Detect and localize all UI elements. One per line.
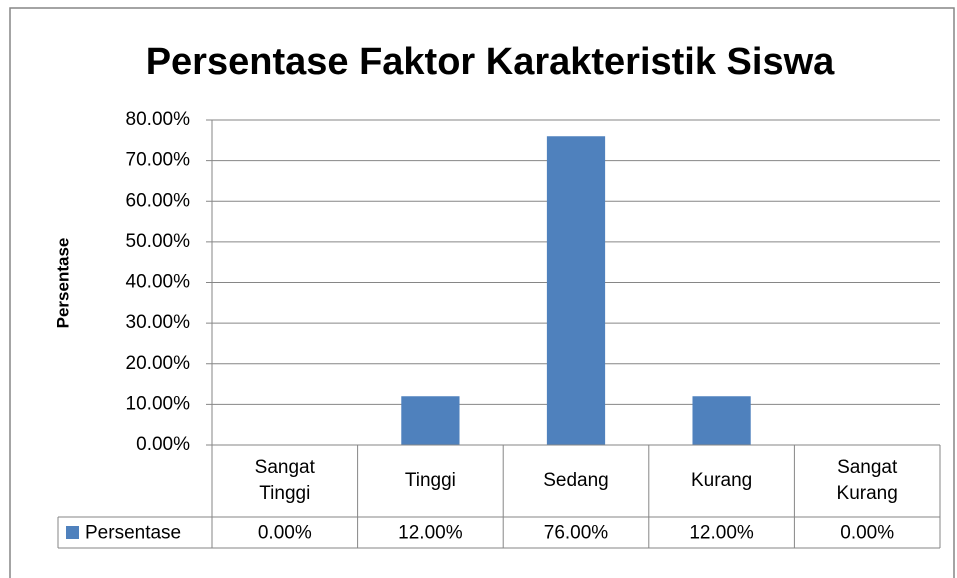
y-tick-label: 70.00% bbox=[126, 150, 191, 171]
legend-label: Persentase bbox=[85, 523, 181, 544]
x-tick-text: Sangat Tinggi bbox=[254, 457, 315, 504]
y-tick-label: 60.00% bbox=[126, 190, 191, 211]
x-tick-text: Tinggi bbox=[404, 470, 456, 491]
bar bbox=[546, 136, 606, 445]
x-tick-label: Tinggi bbox=[358, 445, 504, 517]
bar bbox=[692, 396, 751, 445]
x-tick-label: Kurang bbox=[649, 445, 795, 517]
value-label: 76.00% bbox=[544, 523, 609, 544]
value-label: 0.00% bbox=[258, 523, 312, 544]
value-label: 12.00% bbox=[398, 523, 463, 544]
x-tick-label: Sangat Tinggi bbox=[212, 445, 358, 517]
y-tick-label: 30.00% bbox=[126, 312, 191, 333]
y-tick-label: 0.00% bbox=[136, 434, 190, 455]
x-tick-label: Sedang bbox=[503, 445, 649, 517]
value-label: 0.00% bbox=[840, 523, 894, 544]
x-tick-label: Sangat Kurang bbox=[794, 445, 940, 517]
bar bbox=[401, 396, 460, 445]
y-tick-label: 50.00% bbox=[126, 231, 191, 252]
y-tick-label: 40.00% bbox=[126, 272, 191, 293]
x-tick-text: Sedang bbox=[543, 470, 609, 491]
x-tick-text: Kurang bbox=[690, 470, 753, 491]
legend-swatch bbox=[66, 526, 79, 539]
y-tick-label: 80.00% bbox=[126, 109, 191, 130]
x-tick-text: Sangat Kurang bbox=[836, 457, 898, 504]
chart-title: Persentase Faktor Karakteristik Siswa bbox=[146, 41, 835, 83]
y-tick-label: 10.00% bbox=[126, 393, 191, 414]
chart-border bbox=[9, 7, 955, 578]
y-axis-label: Persentase bbox=[53, 238, 72, 329]
value-label: 12.00% bbox=[689, 523, 754, 544]
y-tick-label: 20.00% bbox=[126, 353, 191, 374]
